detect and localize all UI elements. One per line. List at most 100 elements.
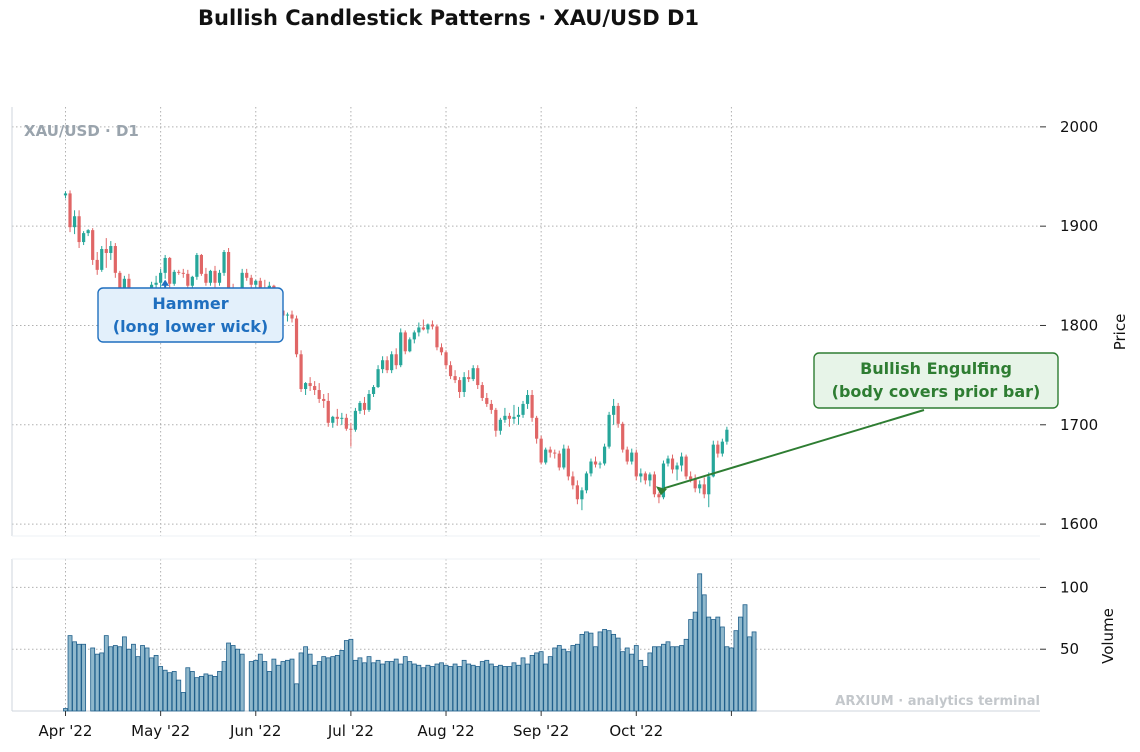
volume-bar: [180, 692, 186, 712]
candle: [412, 330, 416, 344]
candle-body: [698, 484, 702, 489]
candle-body: [657, 494, 661, 498]
volume-bar: [135, 656, 141, 712]
candle-body: [285, 314, 290, 316]
candle-body: [168, 257, 172, 284]
volume-bar: [416, 664, 422, 712]
candle-body: [485, 397, 489, 404]
candle-body: [154, 282, 158, 285]
volume-bar: [547, 656, 553, 712]
volume-bar: [457, 666, 463, 712]
candle-body: [530, 394, 534, 418]
candle-body: [725, 429, 729, 442]
candle: [634, 449, 638, 481]
volume-bar: [393, 658, 399, 712]
volume-bar: [389, 661, 395, 712]
volume-bar: [729, 647, 734, 712]
candle-body: [575, 485, 579, 500]
x-tick-label: Sep '22: [513, 722, 569, 740]
candle: [584, 471, 589, 494]
volume-bar: [208, 674, 213, 712]
candle-body: [679, 456, 684, 466]
volume-bar: [99, 652, 105, 712]
volume-bar: [303, 646, 308, 712]
volume-bar: [507, 666, 512, 712]
volume-tick-label: 100: [1060, 578, 1089, 596]
candle-body: [661, 463, 666, 498]
volume-bar: [670, 646, 675, 712]
candle: [104, 238, 108, 268]
candle-body: [118, 272, 122, 295]
candle: [249, 274, 253, 289]
candle-body: [403, 332, 407, 352]
candle: [448, 361, 453, 380]
candle: [657, 492, 661, 504]
volume-bar: [683, 638, 689, 712]
x-tick-label: Jul '22: [327, 722, 374, 740]
candle: [294, 315, 299, 358]
engulfing-arrow: [663, 409, 925, 490]
candle-body: [390, 354, 394, 371]
volume-bar: [751, 631, 757, 712]
candle-body: [258, 280, 262, 288]
candle-body: [317, 390, 321, 399]
volume-bar: [719, 626, 725, 712]
candle-body: [480, 385, 484, 398]
volume-bar: [742, 604, 748, 712]
candle-body: [711, 444, 715, 477]
candle: [553, 449, 557, 459]
candle-body: [720, 441, 724, 454]
price-tick-label: 1600: [1060, 515, 1098, 533]
candle-body: [326, 400, 330, 423]
candles: [63, 190, 729, 511]
chart-title: Bullish Candlestick Patterns · XAU/USD D…: [198, 6, 699, 30]
candle: [68, 190, 72, 233]
volume-bar: [688, 619, 694, 712]
volume-bar: [371, 662, 376, 712]
volume-bar: [362, 662, 367, 712]
candle-body: [702, 484, 706, 495]
x-tick-label: Aug '22: [417, 722, 474, 740]
volume-bar: [701, 594, 707, 712]
candle: [213, 265, 217, 288]
volume-bar: [620, 651, 626, 712]
candle-body: [684, 456, 688, 477]
candle-body: [539, 438, 543, 463]
hammer-arrowhead: [161, 279, 170, 286]
candle: [566, 445, 570, 481]
candle: [498, 417, 502, 435]
volume-bar: [525, 663, 530, 712]
candle: [222, 250, 226, 276]
candle: [399, 328, 403, 368]
volume-bar: [552, 647, 558, 712]
candle: [285, 312, 290, 322]
price-tick-label: 1700: [1060, 416, 1098, 434]
volume-bar: [76, 643, 82, 712]
candle-body: [408, 339, 412, 352]
candle-body: [68, 193, 72, 228]
candle-body: [159, 272, 163, 283]
volume-bar: [212, 675, 218, 712]
candle: [403, 330, 407, 355]
candle: [199, 253, 203, 276]
hammer-label: Hammer: [152, 294, 228, 313]
x-tick-label: Jun '22: [229, 722, 281, 740]
candle-body: [707, 476, 711, 495]
candle: [503, 407, 507, 423]
volume-bar: [493, 666, 499, 712]
volume-bar: [597, 631, 603, 712]
candle-body: [204, 273, 208, 283]
volume-bar: [266, 671, 272, 712]
price-axis-label: Price: [1111, 314, 1129, 351]
volume-bar: [629, 653, 635, 712]
volume-bar: [642, 666, 648, 712]
candle: [557, 450, 561, 471]
volume-bar: [402, 656, 408, 712]
candle: [607, 411, 611, 449]
candle-body: [394, 354, 398, 366]
volume-bar: [380, 663, 386, 712]
candle: [625, 446, 629, 465]
volume-bar: [153, 654, 159, 712]
volume-bar: [488, 663, 494, 712]
